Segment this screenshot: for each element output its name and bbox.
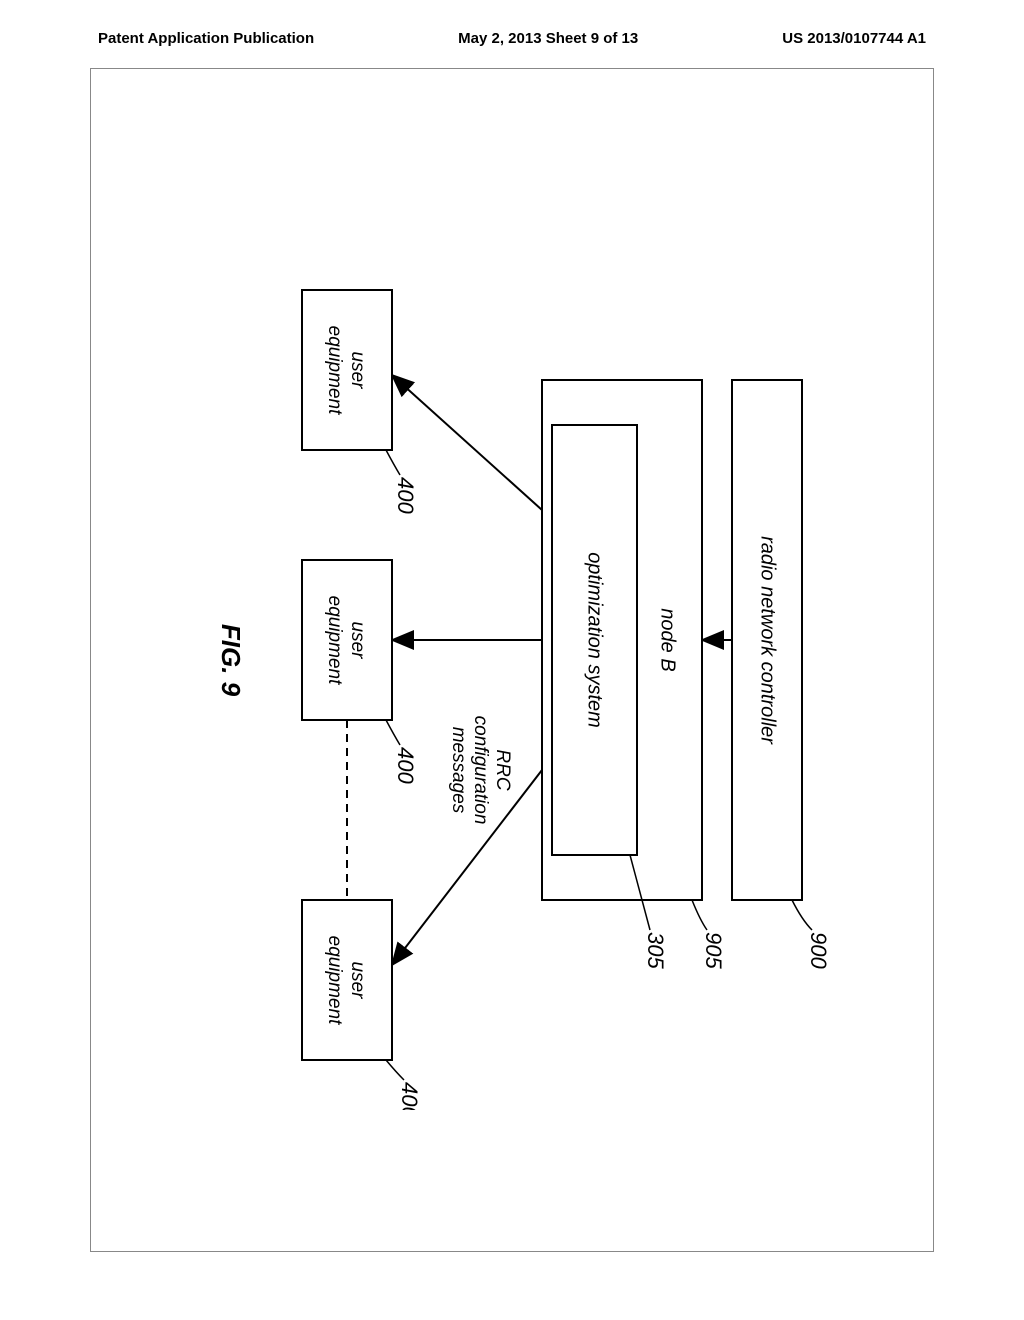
rrc-line3: messages: [448, 727, 469, 814]
nodeb-label: node B: [657, 608, 679, 671]
nodeb-lead: [692, 900, 707, 930]
ue2-ref: 400: [393, 747, 418, 784]
ue3-node: user equipment 400: [302, 900, 422, 1110]
diagram-svg: radio network controller 900 node B 905 …: [162, 210, 862, 1110]
ue1-node: user equipment 400: [302, 290, 418, 514]
opt-ref: 305: [643, 932, 668, 969]
rrc-message-label: RRC configuration messages: [448, 716, 513, 825]
ue2-label1: user: [347, 622, 368, 660]
ue3-ref: 400: [397, 1082, 422, 1110]
ue2-lead: [386, 720, 400, 745]
ue3-label2: equipment: [324, 936, 345, 1025]
rnc-ref: 900: [806, 932, 831, 969]
nodeb-ref: 905: [701, 932, 726, 969]
ue1-label2: equipment: [324, 326, 345, 415]
header-right: US 2013/0107744 A1: [782, 30, 926, 47]
opt-label: optimization system: [584, 552, 606, 728]
ue3-lead: [386, 1060, 404, 1080]
header-center: May 2, 2013 Sheet 9 of 13: [458, 30, 638, 47]
rrc-line1: RRC: [492, 749, 513, 790]
ue1-label1: user: [347, 352, 368, 390]
page-header: Patent Application Publication May 2, 20…: [90, 30, 934, 47]
rnc-lead: [792, 900, 812, 930]
figure-caption: FIG. 9: [216, 624, 246, 697]
header-left: Patent Application Publication: [98, 30, 314, 47]
ue2-label2: equipment: [324, 596, 345, 685]
ue1-lead: [386, 450, 400, 475]
rrc-line2: configuration: [470, 716, 491, 825]
ue3-label1: user: [347, 962, 368, 1000]
diagram-container: radio network controller 900 node B 905 …: [162, 210, 862, 1110]
rnc-node: radio network controller 900: [732, 380, 831, 969]
rnc-label: radio network controller: [757, 536, 779, 745]
ue2-node: user equipment 400: [302, 560, 418, 784]
ue1-ref: 400: [393, 477, 418, 514]
